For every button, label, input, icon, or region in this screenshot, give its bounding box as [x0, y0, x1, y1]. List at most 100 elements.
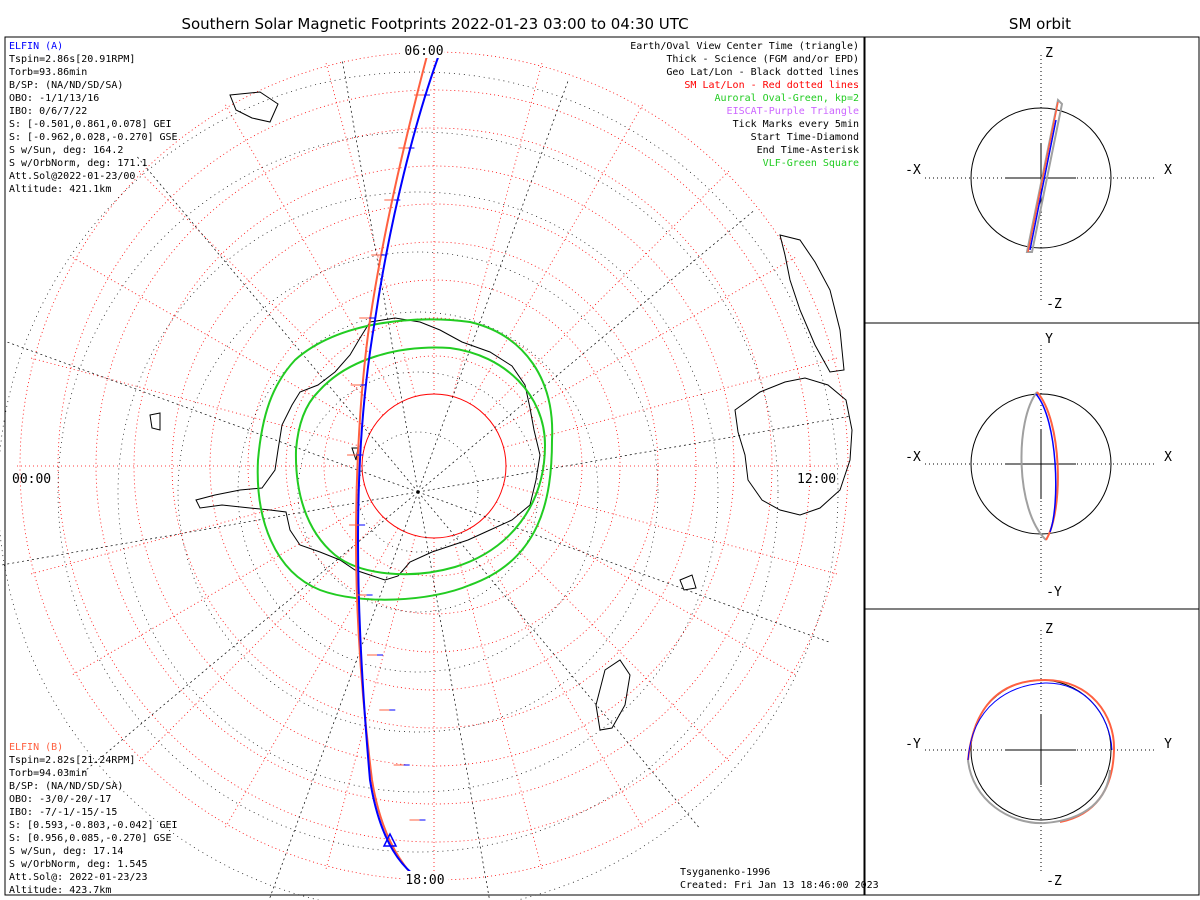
time-label-top: 06:00 [404, 44, 443, 59]
geo-meridian [0, 491, 419, 566]
sm-meridian [496, 501, 798, 677]
sm-latitude-circle [285, 317, 583, 615]
elfin-a-line: S: [-0.962,0.028,-0.270] GSE [9, 132, 178, 143]
orbit-trace-gray [967, 759, 1111, 825]
time-label-top-bg [400, 42, 444, 58]
sm-meridian [484, 516, 732, 764]
elfin-a-line: S w/Sun, deg: 164.2 [9, 145, 123, 156]
geo-grid [0, 58, 852, 900]
elfin-a-line: S w/OrbNorm, deg: 171.1 [9, 158, 147, 169]
orbit-trace-a [1029, 119, 1057, 251]
sm-latitude-circle [19, 51, 849, 881]
legend-item: Start Time-Diamond [751, 132, 859, 143]
auroral-oval-outer [256, 318, 554, 601]
sm-meridian [28, 356, 365, 448]
elfin-a-line: OBO: -1/1/13/16 [9, 93, 99, 104]
orbit-trace-a [1035, 393, 1057, 533]
legend-item: End Time-Asterisk [757, 145, 859, 156]
axis-right-label: X [1164, 163, 1172, 178]
elfin-b-line: Tspin=2.82s[21.24RPM] [9, 755, 135, 766]
axis-top-label: Z [1045, 46, 1053, 61]
elfin-a-line: Att.Sol@2022-01-23/00 [9, 171, 135, 182]
sm-meridian [503, 484, 840, 576]
sm-meridian [136, 516, 384, 764]
elfin-a-line: Altitude: 421.1km [9, 184, 111, 195]
geo-latitude-circle [0, 71, 839, 900]
geo-meridian [80, 491, 419, 775]
time-label-bottom-bg [402, 871, 448, 887]
axis-top-label: Z [1045, 622, 1053, 637]
geo-latitude-circle [237, 311, 599, 673]
main-title: Southern Solar Magnetic Footprints 2022-… [181, 15, 688, 33]
geo-meridian [417, 491, 701, 830]
elfin-b-track [354, 51, 429, 879]
auroral-oval-inner [294, 346, 547, 576]
sm-meridian [324, 535, 416, 872]
time-label-right: 12:00 [797, 472, 836, 487]
elfin-a-track [356, 51, 441, 879]
geo-meridian [135, 154, 419, 493]
legend-item: VLF-Green Square [763, 158, 859, 169]
axis-left-label: -X [905, 163, 921, 178]
geo-meridian [417, 209, 756, 493]
sm-meridian [469, 102, 645, 404]
coastlines [149, 91, 853, 731]
legend-item: Thick - Science (FGM and/or EPD) [666, 54, 859, 65]
elfin-b-line: OBO: -3/0/-20/-17 [9, 794, 111, 805]
australia-coastline [734, 377, 853, 516]
legend-item: Geo Lat/Lon - Black dotted lines [666, 67, 859, 78]
elfin-a-line: B/SP: (NA/ND/SD/SA) [9, 80, 123, 91]
elfin-a-start-triangle [382, 832, 398, 847]
axis-right-label: X [1164, 450, 1172, 465]
elfin-b-line: B/SP: (NA/ND/SD/SA) [9, 781, 123, 792]
axis-top-label: Y [1045, 332, 1053, 347]
model-label: Tsyganenko-1996 [680, 867, 770, 878]
auroral-ovals [256, 318, 554, 601]
time-label-bottom: 18:00 [405, 873, 444, 888]
sm-meridian [70, 501, 372, 677]
elfin-a-info: ELFIN (A) Tspin=2.86s[20.91RPM] Torb=93.… [9, 41, 178, 195]
sm-latitude-circle [171, 203, 697, 729]
legend-item: Tick Marks every 5min [733, 119, 859, 130]
track-ticks [347, 94, 430, 821]
sm-grid [14, 46, 854, 886]
elfin-b-line: S w/OrbNorm, deg: 1.545 [9, 859, 147, 870]
geo-meridian [417, 491, 832, 644]
elfin-b-line: Att.Sol@: 2022-01-23/23 [9, 872, 147, 883]
elfin-b-line: IBO: -7/-1/-15/-15 [9, 807, 117, 818]
orbit-trace-b [1027, 101, 1059, 253]
elfin-b-line: Torb=94.03min [9, 768, 87, 779]
map-frame [4, 36, 865, 896]
elfin-b-line: S: [0.593,-0.803,-0.042] GEI [9, 820, 178, 831]
elfin-b-line: Altitude: 423.7km [9, 885, 111, 896]
elfin-a-line: Torb=93.86min [9, 67, 87, 78]
geo-latitude-circle [57, 131, 779, 853]
legend: Earth/Oval View Center Time (triangle) T… [630, 41, 859, 169]
geo-meridian [417, 491, 490, 900]
elfin-b-line: S: [0.956,0.085,-0.270] GSE [9, 833, 172, 844]
orbit-trace-gray [1020, 391, 1047, 541]
geo-latitude-circle [177, 251, 659, 733]
time-label-left: 00:00 [12, 472, 51, 487]
geo-latitude-circle [357, 431, 479, 553]
elfin-b-info: ELFIN (B) Tspin=2.82s[21.24RPM] Torb=94.… [9, 742, 178, 896]
elfin-tracks: * [347, 46, 441, 879]
orbit-trace-a [967, 682, 1113, 761]
axis-left-label: -X [905, 450, 921, 465]
orbit-title: SM orbit [1009, 15, 1071, 33]
africa-coastline [779, 234, 845, 373]
geo-meridian [417, 78, 570, 493]
new-zealand-coastline [595, 659, 631, 731]
elfin-b-line: S w/Sun, deg: 17.14 [9, 846, 123, 857]
sm-latitude-circle [95, 127, 773, 805]
axis-left-label: -Y [905, 737, 921, 752]
elfin-a-line: Tspin=2.86s[20.91RPM] [9, 54, 135, 65]
axis-bottom-label: -Z [1046, 874, 1062, 889]
sm-meridian [70, 255, 372, 431]
antarctica-coastline [195, 317, 541, 581]
axis-right-label: Y [1164, 737, 1172, 752]
geo-meridian [341, 58, 419, 493]
elfin-a-line: IBO: 0/6/7/22 [9, 106, 87, 117]
orbit-panel-xz: Z -Z -X X [905, 46, 1172, 312]
